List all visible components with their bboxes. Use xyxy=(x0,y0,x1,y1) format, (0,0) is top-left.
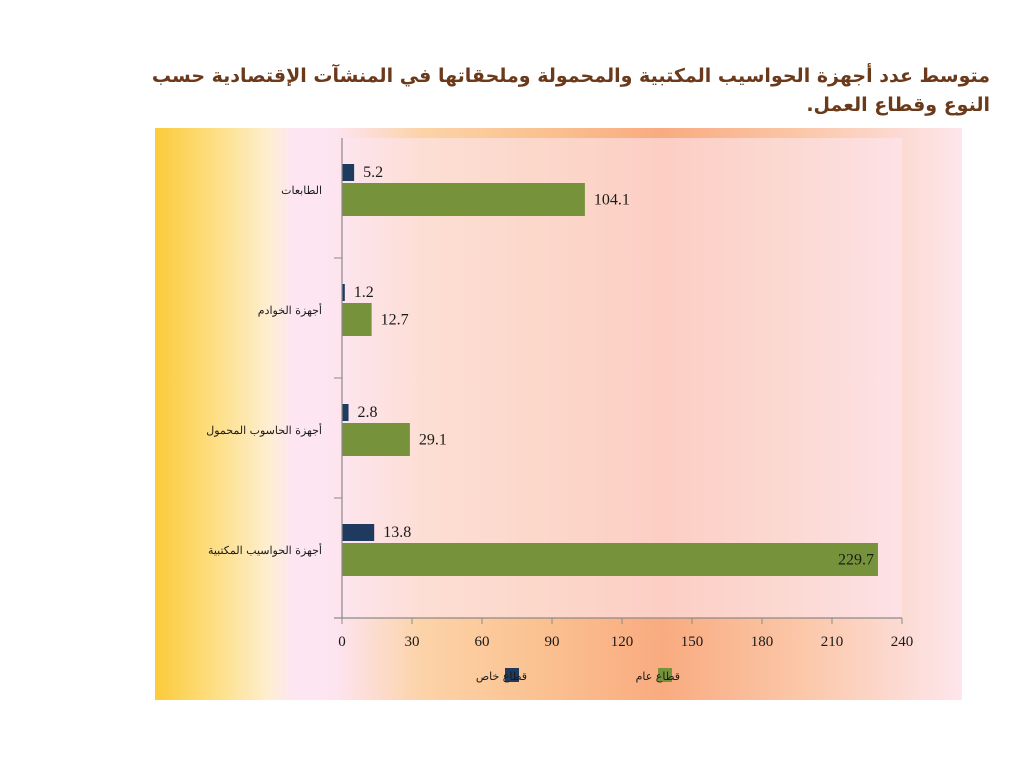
bar xyxy=(342,543,878,576)
category-label: أجهزة الخوادم xyxy=(258,303,322,317)
data-label: 229.7 xyxy=(838,552,874,569)
x-tick-label: 30 xyxy=(405,634,420,650)
legend-swatch xyxy=(505,668,519,682)
x-tick-label: 90 xyxy=(545,634,560,650)
bar xyxy=(342,303,372,336)
legend-label: قطاع خاص xyxy=(476,670,527,683)
x-tick-label: 150 xyxy=(681,634,704,650)
category-label: أجهزة الحاسوب المحمول xyxy=(206,423,322,437)
data-label: 1.2 xyxy=(354,284,374,301)
bar xyxy=(342,423,410,456)
bar xyxy=(342,404,349,421)
bar xyxy=(342,524,375,541)
data-label: 5.2 xyxy=(363,164,383,181)
data-label: 29.1 xyxy=(419,432,447,449)
data-label: 13.8 xyxy=(383,524,411,541)
x-tick-label: 180 xyxy=(751,634,774,650)
category-label: الطابعات xyxy=(281,184,322,197)
data-label: 104.1 xyxy=(594,192,630,209)
plot-area xyxy=(342,138,902,618)
legend-swatch xyxy=(658,668,672,682)
data-label: 2.8 xyxy=(358,404,378,421)
x-tick-label: 0 xyxy=(338,634,346,650)
bar xyxy=(342,284,345,301)
bar xyxy=(342,183,585,216)
bar xyxy=(342,164,355,181)
x-tick-label: 60 xyxy=(475,634,490,650)
x-tick-label: 210 xyxy=(821,634,844,650)
bar-chart: 5.2 104.1 الطابعات 1.2 12.7 أجهزة الخوادم 2.8 2… xyxy=(206,138,914,683)
chart-panel: 5.2 104.1 الطابعات 1.2 12.7 أجهزة الخوادم 2.8 2… xyxy=(155,128,962,700)
x-tick-label: 120 xyxy=(611,634,634,650)
data-label: 12.7 xyxy=(381,312,409,329)
x-tick-label: 240 xyxy=(891,634,914,650)
category-label: أجهزة الحواسيب المكتبية xyxy=(208,543,322,557)
legend-label: قطاع عام xyxy=(636,670,680,683)
slide-title: متوسط عدد أجهزة الحواسيب المكتبية والمحم… xyxy=(151,65,990,116)
